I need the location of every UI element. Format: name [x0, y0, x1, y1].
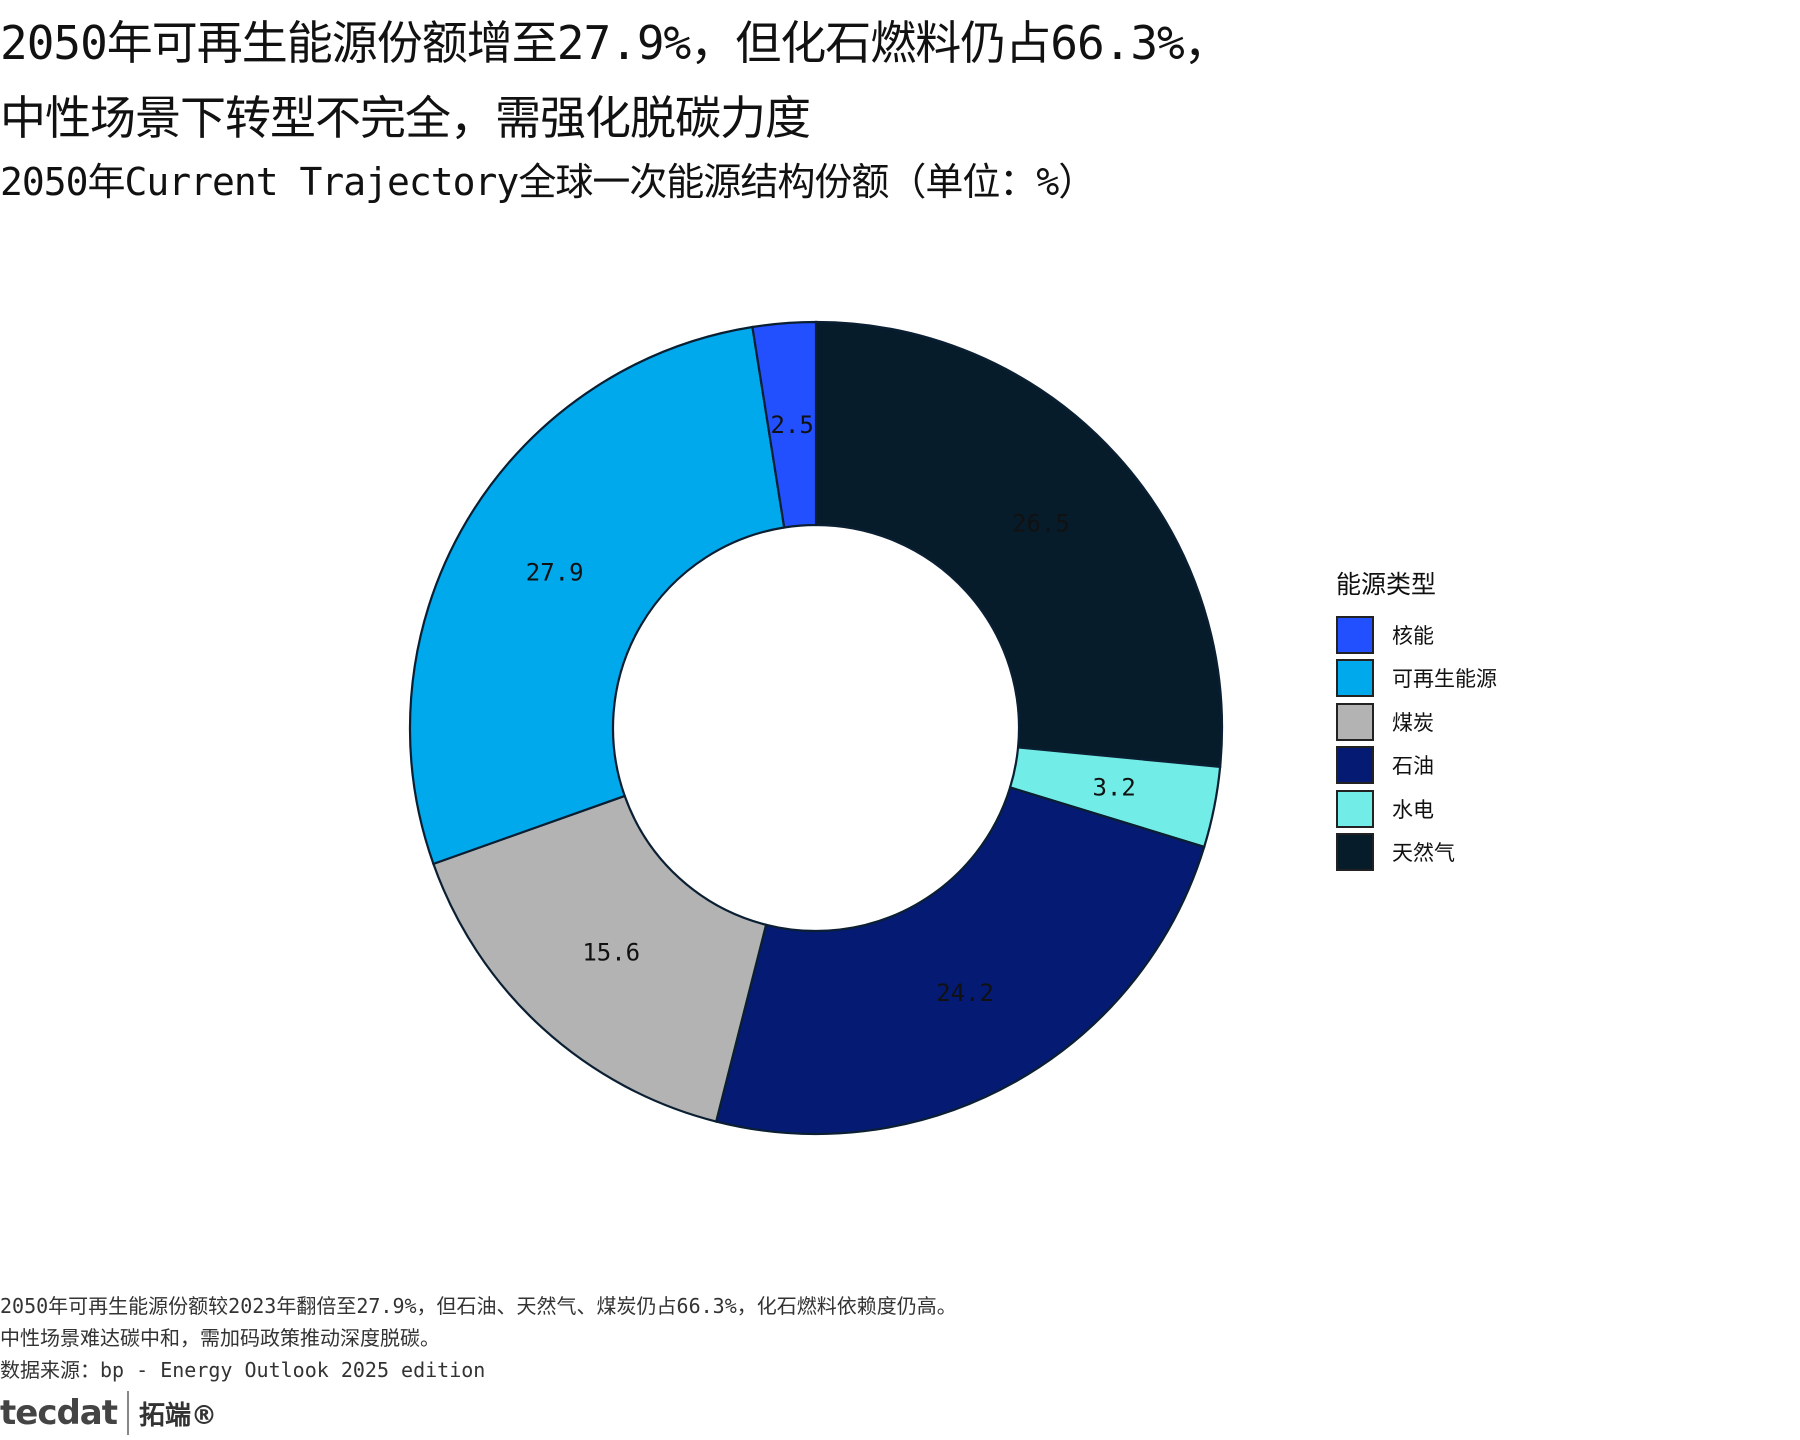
donut-labels: 26.5 3.2 24.2 15.6 27.9 2.5 [526, 411, 1136, 1007]
donut-slice-4 [408, 325, 786, 866]
legend-swatch [1336, 615, 1374, 654]
title-line-1: 2050年可再生能源份额增至27.9%，但化石燃料仍占66.3%， [0, 16, 1230, 70]
legend-item-oil: 石油 [1336, 744, 1497, 788]
legend-swatch [1336, 746, 1374, 785]
slice-value-label: 3.2 [1092, 773, 1135, 801]
legend-swatch [1336, 833, 1374, 872]
chart-title: 2050年可再生能源份额增至27.9%，但化石燃料仍占66.3%， 中性场景下转… [0, 6, 1760, 156]
legend-item-nuclear: 核能 [1336, 613, 1497, 657]
footer-note-2: 中性场景难达碳中和，需加码政策推动深度脱碳。 [0, 1326, 440, 1350]
legend-swatch [1336, 702, 1374, 741]
donut-slices [408, 320, 1224, 1136]
slice-value-label: 15.6 [582, 939, 640, 967]
legend-item-coal: 煤炭 [1336, 700, 1497, 744]
footer-note-1: 2050年可再生能源份额较2023年翻倍至27.9%，但石油、天然气、煤炭仍占6… [0, 1294, 957, 1318]
title-line-2: 中性场景下转型不完全，需强化脱碳力度 [0, 91, 811, 145]
slice-value-label: 27.9 [526, 559, 584, 587]
legend-label: 天然气 [1392, 841, 1455, 866]
legend-title: 能源类型 [1336, 570, 1437, 599]
footer-notes: 2050年可再生能源份额较2023年翻倍至27.9%，但石油、天然气、煤炭仍占6… [0, 1290, 957, 1386]
legend-item-hydro: 水电 [1336, 787, 1497, 831]
donut-slice-3 [431, 794, 768, 1123]
logo-divider [127, 1391, 130, 1435]
logo-cn-text: 拓端® [139, 1400, 218, 1431]
donut-chart: 26.5 3.2 24.2 15.6 27.9 2.5 [408, 320, 1224, 1136]
tecdat-logo: tecdat 拓端® [0, 1388, 217, 1438]
donut-slice-0 [814, 320, 1224, 769]
legend-label: 石油 [1392, 754, 1434, 779]
donut-slice-5 [751, 320, 818, 529]
legend-label: 可再生能源 [1392, 667, 1497, 692]
legend-label: 水电 [1392, 797, 1434, 822]
legend-item-renewables: 可再生能源 [1336, 657, 1497, 701]
footer-source: 数据来源：bp - Energy Outlook 2025 edition [0, 1358, 486, 1382]
logo-text: tecdat [0, 1393, 118, 1433]
slice-value-label: 2.5 [770, 411, 813, 439]
legend-label: 核能 [1392, 623, 1434, 648]
legend-items: 核能 可再生能源 煤炭 石油 水电 天然气 [1336, 613, 1497, 874]
legend-swatch [1336, 659, 1374, 698]
legend-swatch [1336, 789, 1374, 828]
chart-subtitle: 2050年Current Trajectory全球一次能源结构份额（单位：%） [0, 160, 1096, 204]
legend-label: 煤炭 [1392, 710, 1434, 735]
donut-slice-2 [714, 786, 1206, 1136]
legend-item-gas: 天然气 [1336, 831, 1497, 875]
slice-value-label: 26.5 [1012, 510, 1070, 538]
legend: 能源类型 核能 可再生能源 煤炭 石油 水电 天然气 [1336, 565, 1497, 874]
slice-value-label: 24.2 [936, 979, 994, 1007]
